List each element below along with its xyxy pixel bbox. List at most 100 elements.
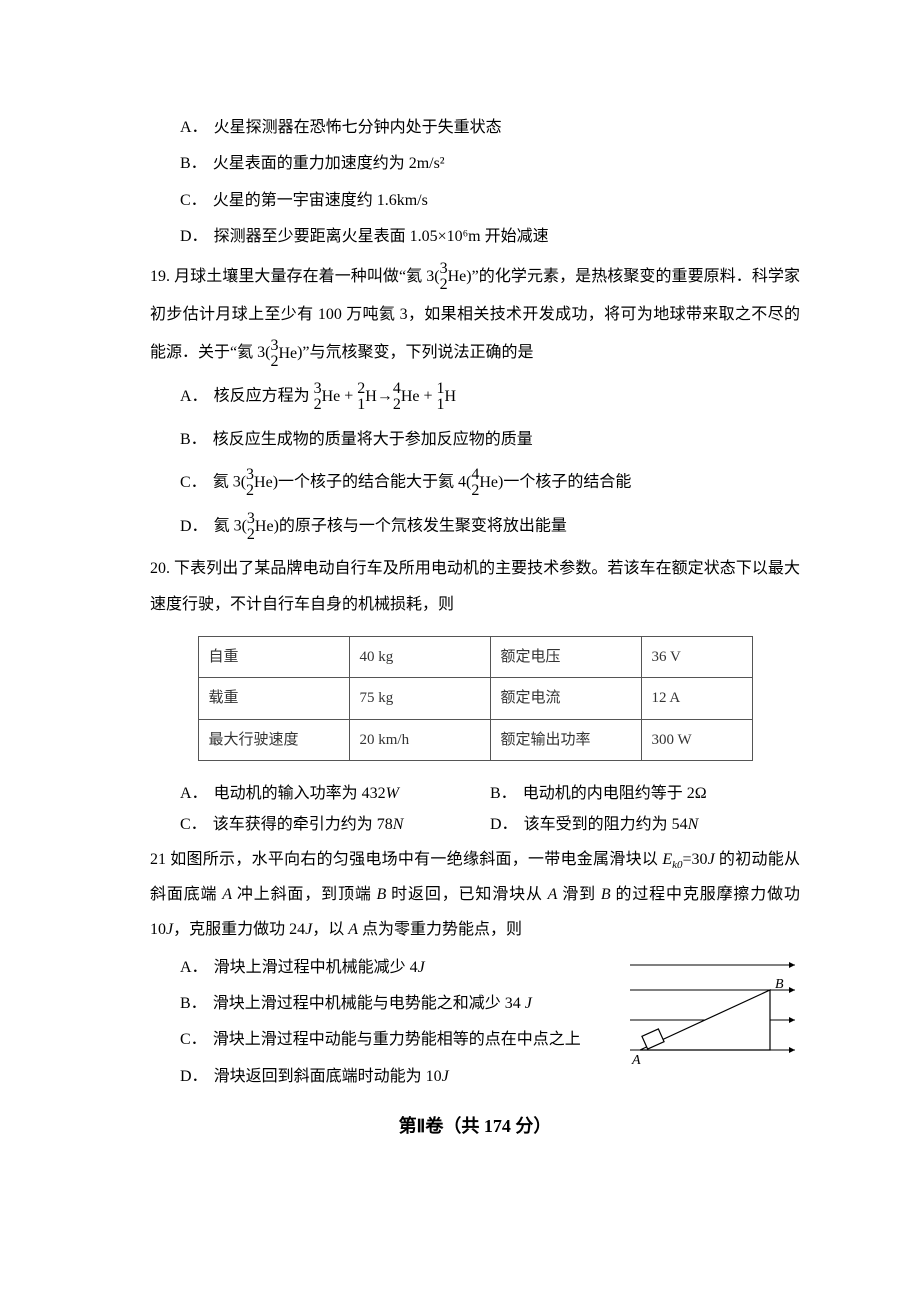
q19-stem: 19. 月球土壤里大量存在着一种叫做“氦 3(32He)”的化学元素，是热核聚变… xyxy=(150,256,800,375)
table-cell: 最大行驶速度 xyxy=(198,719,349,761)
opt-text: 探测器至少要距离火星表面 1.05×10⁶m 开始减速 xyxy=(214,228,549,245)
opt-label: C． xyxy=(180,192,207,209)
sub: k0 xyxy=(672,859,682,871)
point: A xyxy=(548,886,558,903)
text: 滑块上滑过程中机械能减少 4 xyxy=(214,959,418,976)
table-cell: 额定电压 xyxy=(490,636,641,678)
unit: W xyxy=(386,785,399,802)
q20-option-a: A．电动机的输入功率为 432W xyxy=(180,779,490,809)
parameter-table: 自重40 kg额定电压36 V载重75 kg额定电流12 A最大行驶速度20 k… xyxy=(198,636,753,762)
nuclide-he3: 32He xyxy=(270,335,297,373)
table-cell: 75 kg xyxy=(349,678,490,720)
opt-text: 火星表面的重力加速度约为 2m/s² xyxy=(213,155,445,172)
unit: J xyxy=(418,959,425,976)
opt-label: C． xyxy=(180,1031,207,1048)
text: 滑到 xyxy=(557,886,600,903)
opt-label: B． xyxy=(180,155,207,172)
opt-text: 核反应生成物的质量将大于参加反应物的质量 xyxy=(213,431,533,448)
text: )的原子核与一个氘核发生聚变将放出能量 xyxy=(274,518,567,535)
text: )”与氘核聚变，下列说法正确的是 xyxy=(297,344,533,361)
opt-text: 火星探测器在恐怖七分钟内处于失重状态 xyxy=(214,119,502,136)
text: 冲上斜面，到顶端 xyxy=(232,886,377,903)
table-cell: 自重 xyxy=(198,636,349,678)
var: E xyxy=(662,851,672,868)
text: 氦 3( xyxy=(214,518,247,535)
point: B xyxy=(377,886,387,903)
table-row: 最大行驶速度20 km/h额定输出功率300 W xyxy=(198,719,752,761)
text: ，以 xyxy=(312,921,348,938)
opt-label: B． xyxy=(180,995,207,1012)
opt-label: D． xyxy=(180,1068,208,1085)
text: )一个核子的结合能大于氦 4( xyxy=(273,474,472,491)
q19-option-a: A．核反应方程为 32He + 21H→42He + 11H xyxy=(180,375,800,419)
text: 21 如图所示，水平向右的匀强电场中有一绝缘斜面，一带电金属滑块以 xyxy=(150,851,662,868)
label-b: B xyxy=(775,977,784,992)
nuclide-he3: 32He xyxy=(246,467,273,499)
opt-label: D． xyxy=(180,518,208,535)
table-cell: 40 kg xyxy=(349,636,490,678)
opt-label: A． xyxy=(180,119,208,136)
text: 19. 月球土壤里大量存在着一种叫做“氦 3( xyxy=(150,268,440,285)
q20-options-row1: A．电动机的输入功率为 432W B．电动机的内电阻约等于 2Ω xyxy=(180,779,800,809)
table-cell: 额定电流 xyxy=(490,678,641,720)
opt-label: C． xyxy=(180,816,207,833)
table-cell: 12 A xyxy=(641,678,752,720)
text: 滑块上滑过程中动能与重力势能相等的点在中点之上 xyxy=(213,1031,581,1048)
q21-body: A B A．滑块上滑过程中机械能减少 4J B．滑块上滑过程中机械能与电势能之和… xyxy=(150,950,800,1096)
unit: N xyxy=(688,816,699,833)
opt-label: A． xyxy=(180,959,208,976)
opt-label: A． xyxy=(180,388,208,405)
mass-number: 3 xyxy=(440,261,448,277)
point: A xyxy=(222,886,232,903)
q18-option-d: D．探测器至少要距离火星表面 1.05×10⁶m 开始减速 xyxy=(180,219,800,255)
text: 时返回，已知滑块从 xyxy=(386,886,547,903)
opt-label: C． xyxy=(180,474,207,491)
mass-number: 3 xyxy=(270,338,278,354)
nuclide-he3: 32He xyxy=(440,258,467,296)
table-row: 载重75 kg额定电流12 A xyxy=(198,678,752,720)
text: ，克服重力做功 24 xyxy=(173,921,305,938)
table-cell: 300 W xyxy=(641,719,752,761)
q20-stem: 20. 下表列出了某品牌电动自行车及所用电动机的主要技术参数。若该车在额定状态下… xyxy=(150,549,800,623)
q20-option-b: B．电动机的内电阻约等于 2Ω xyxy=(490,779,800,809)
nuclide-he4: 42He xyxy=(471,467,498,499)
text: 滑块返回到斜面底端时动能为 10 xyxy=(214,1068,442,1085)
text: 核反应方程为 xyxy=(214,388,314,405)
atomic-number: 2 xyxy=(270,354,278,370)
table-cell: 20 km/h xyxy=(349,719,490,761)
point: A xyxy=(348,921,358,938)
unit: J xyxy=(525,995,532,1012)
q19-option-b: B．核反应生成物的质量将大于参加反应物的质量 xyxy=(180,419,800,461)
text: 该车受到的阻力约为 54 xyxy=(524,816,688,833)
q20-options-row2: C．该车获得的牵引力约为 78N D．该车受到的阻力约为 54N xyxy=(180,810,800,840)
opt-text: 火星的第一宇宙速度约 1.6km/s xyxy=(213,192,428,209)
nuclide: 21H xyxy=(357,381,377,413)
element-symbol: He xyxy=(278,335,297,373)
unit: N xyxy=(393,816,404,833)
text: )一个核子的结合能 xyxy=(498,474,631,491)
text: 电动机的内电阻约等于 2Ω xyxy=(523,785,707,802)
opt-label: D． xyxy=(490,816,518,833)
nuclide: 32He xyxy=(314,381,341,413)
text: 滑块上滑过程中机械能与电势能之和减少 34 xyxy=(213,995,525,1012)
nuclide: 11H xyxy=(437,381,457,413)
q18-option-a: A． 火星探测器在恐怖七分钟内处于失重状态 xyxy=(180,110,800,146)
text: 点为零重力势能点，则 xyxy=(358,921,522,938)
table-cell: 36 V xyxy=(641,636,752,678)
text: =30 xyxy=(683,851,708,868)
atomic-number: 2 xyxy=(440,277,448,293)
q19-option-d: D． 氦 3(32He)的原子核与一个氘核发生聚变将放出能量 xyxy=(180,505,800,549)
q18-option-b: B． 火星表面的重力加速度约为 2m/s² xyxy=(180,146,800,182)
nuclide-he3: 32He xyxy=(247,511,274,543)
text: 电动机的输入功率为 432 xyxy=(214,785,386,802)
unit: J xyxy=(442,1068,449,1085)
text: 该车获得的牵引力约为 78 xyxy=(213,816,393,833)
table-cell: 额定输出功率 xyxy=(490,719,641,761)
document-page: A． 火星探测器在恐怖七分钟内处于失重状态 B． 火星表面的重力加速度约为 2m/s… xyxy=(0,0,920,1223)
q18-option-c: C． 火星的第一宇宙速度约 1.6km/s xyxy=(180,183,800,219)
point: B xyxy=(601,886,611,903)
incline-diagram: A B xyxy=(620,950,800,1070)
label-a: A xyxy=(631,1053,641,1068)
q20-option-c: C． 该车获得的牵引力约为 78N xyxy=(180,810,490,840)
q19-option-c: C．氦 3(32He)一个核子的结合能大于氦 4(42He)一个核子的结合能 xyxy=(180,461,800,505)
